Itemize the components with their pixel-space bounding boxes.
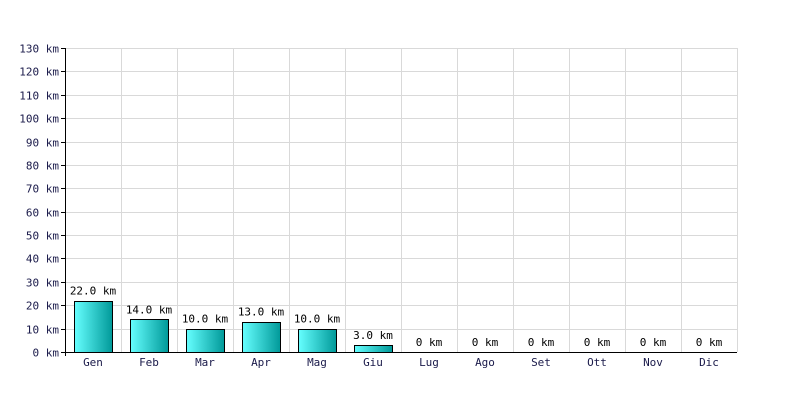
data-label-apr: 13.0 km — [238, 306, 285, 319]
data-label-ott: 0 km — [584, 336, 611, 349]
x-tick-label-gen: Gen — [83, 356, 103, 369]
data-label-nov: 0 km — [640, 336, 667, 349]
y-tick-label: 110 km — [19, 90, 59, 103]
x-tick-label-lug: Lug — [419, 356, 439, 369]
data-label-gen: 22.0 km — [70, 285, 117, 298]
y-tick-label: 10 km — [26, 324, 59, 337]
data-label-dic: 0 km — [696, 336, 723, 349]
y-tick-label: 130 km — [19, 43, 59, 56]
axis-layer — [61, 48, 737, 356]
x-tick-label-apr: Apr — [251, 356, 271, 369]
y-tick-label: 30 km — [26, 277, 59, 290]
x-tick-label-nov: Nov — [643, 356, 663, 369]
bar-feb — [130, 319, 169, 353]
data-label-mar: 10.0 km — [182, 313, 229, 326]
x-tick-label-feb: Feb — [139, 356, 159, 369]
y-tick-label: 90 km — [26, 137, 59, 150]
bar-mar — [186, 329, 225, 353]
x-tick-label-ago: Ago — [475, 356, 495, 369]
bar-apr — [242, 322, 281, 353]
label-layer: 0 km 10 km 20 km 30 km 40 km 50 km 60 km 70 km 8… — [19, 43, 722, 370]
y-tick-label: 80 km — [26, 160, 59, 173]
x-tick-label-mar: Mar — [195, 356, 215, 369]
data-label-ago: 0 km — [472, 336, 499, 349]
x-tick-label-dic: Dic — [699, 356, 719, 369]
bar-mag — [298, 329, 337, 353]
y-tick-label: 60 km — [26, 207, 59, 220]
x-tick-label-set: Set — [531, 356, 551, 369]
y-tick-label: 70 km — [26, 183, 59, 196]
data-label-set: 0 km — [528, 336, 555, 349]
bar-giu — [354, 345, 393, 353]
data-label-mag: 10.0 km — [294, 313, 341, 326]
x-tick-label-giu: Giu — [363, 356, 383, 369]
y-tick-label: 120 km — [19, 66, 59, 79]
y-tick-label: 100 km — [19, 113, 59, 126]
y-tick-label: 20 km — [26, 300, 59, 313]
y-tick-label: 50 km — [26, 230, 59, 243]
bar-gen — [74, 301, 113, 353]
x-tick-label-mag: Mag — [307, 356, 327, 369]
x-tick-label-ott: Ott — [587, 356, 607, 369]
y-tick-label: 0 km — [33, 347, 60, 360]
data-label-giu: 3.0 km — [353, 329, 393, 342]
data-label-lug: 0 km — [416, 336, 443, 349]
data-label-feb: 14.0 km — [126, 303, 173, 316]
y-tick-label: 40 km — [26, 253, 59, 266]
bar-layer — [74, 301, 393, 353]
